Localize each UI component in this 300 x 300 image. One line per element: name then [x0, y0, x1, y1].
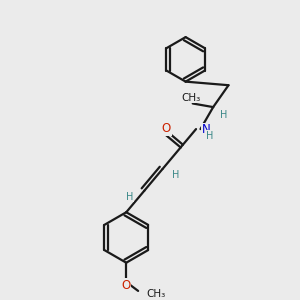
Text: O: O [162, 122, 171, 135]
Text: H: H [172, 170, 180, 180]
Text: O: O [122, 279, 131, 292]
Text: H: H [206, 130, 213, 141]
Text: CH₃: CH₃ [182, 92, 201, 103]
Text: H: H [220, 110, 227, 119]
Text: CH₃: CH₃ [146, 290, 166, 299]
Text: N: N [201, 124, 210, 136]
Text: H: H [126, 192, 134, 202]
